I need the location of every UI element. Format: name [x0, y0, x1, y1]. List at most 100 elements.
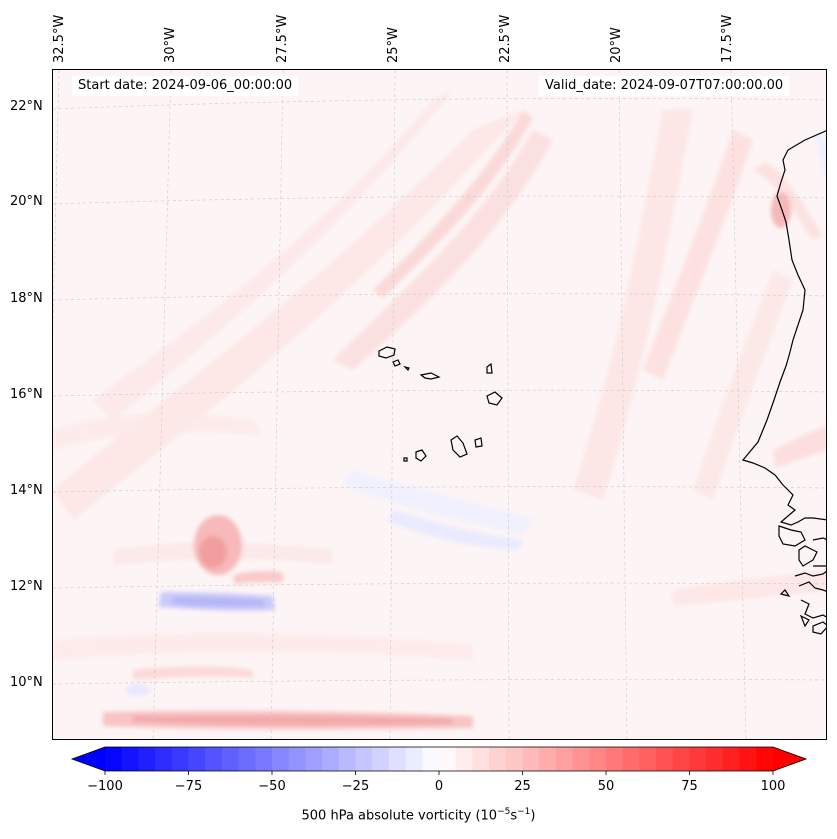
lat-label-14n: 14°N [10, 483, 43, 498]
lat-label-22n: 22°N [10, 99, 43, 114]
negative-band [813, 130, 826, 176]
positive-band [53, 633, 473, 660]
colorbar-segment [372, 747, 390, 771]
colorbar-max-extension [773, 747, 806, 771]
colorbar-segment [706, 747, 724, 771]
meridian-17-5w [730, 70, 747, 739]
island-santo-antao [378, 346, 396, 359]
colorbar-segment [221, 747, 240, 771]
positive-band [373, 110, 533, 298]
colorbar-tick-label: 0 [435, 779, 443, 794]
colorbar-segment [672, 747, 691, 771]
colorbar-segment [255, 747, 273, 771]
colorbar-tick-label: 75 [681, 779, 698, 794]
colorbar-tick-label: −75 [175, 779, 202, 794]
colorbar-segment [138, 747, 156, 771]
meridian-25w [389, 70, 396, 739]
lon-label-22-5w: 22.5°W [498, 14, 513, 63]
colorbar-segment [606, 747, 624, 771]
negative-core [173, 597, 265, 607]
negative-band [388, 510, 523, 550]
lon-label-27-5w: 27.5°W [275, 14, 290, 63]
colorbar-segment [155, 747, 173, 771]
island-sao-nicolau [419, 372, 441, 380]
african-coastline [741, 130, 826, 635]
colorbar-segment [489, 747, 507, 771]
colorbar-segment [205, 747, 223, 771]
parallel-10n [53, 679, 826, 685]
positive-band [693, 270, 793, 500]
lon-label-25w: 25°W [386, 27, 401, 63]
colorbar-segment [305, 747, 323, 771]
colorbar-segment [539, 747, 557, 771]
colorbar-segment [455, 747, 473, 771]
colorbar-label-exponent: −5 [497, 807, 511, 817]
colorbar-segment [439, 747, 457, 771]
colorbar-segment [589, 747, 607, 771]
colorbar-segment [188, 747, 206, 771]
colorbar-tick-label: 50 [598, 779, 615, 794]
positive-band [93, 90, 453, 420]
colorbar-segment [572, 747, 590, 771]
lat-label-20n: 20°N [10, 194, 43, 209]
parallel-12n [53, 582, 826, 589]
colorbar-segment [338, 747, 357, 771]
meridian-20w [618, 70, 628, 739]
colorbar-label-unit: s [510, 808, 518, 824]
lat-label-12n: 12°N [10, 579, 43, 594]
island-sao-vicente [392, 359, 401, 367]
colorbar-label: 500 hPa absolute vorticity (10−5s−1) [0, 807, 837, 823]
parallel-16n [53, 389, 826, 397]
positive-band [53, 413, 263, 450]
colorbar-label-prefix: 500 hPa absolute vorticity (10 [301, 808, 498, 824]
colorbar-segment [355, 747, 373, 771]
colorbar-segment [272, 747, 290, 771]
vorticity-map [53, 70, 826, 739]
parallel-18n [53, 293, 826, 301]
cape-verde-islands [378, 346, 503, 462]
colorbar-segment [522, 747, 540, 771]
positive-band [643, 130, 753, 380]
colorbar-min-extension [72, 747, 105, 771]
island-boa-vista [486, 391, 503, 406]
colorbar-tick-label: −50 [258, 779, 285, 794]
parallel-20n [53, 195, 826, 205]
island-brava [403, 457, 408, 462]
graticule [53, 70, 826, 739]
colorbar-segment [105, 747, 123, 771]
colorbar-tick-label: 100 [761, 779, 786, 794]
positive-band [773, 425, 826, 468]
colorbar-segment [388, 747, 407, 771]
colorbar-tick-label: −100 [87, 779, 123, 794]
negative-spot [126, 684, 150, 696]
colorbar-segment [739, 747, 757, 771]
lat-label-18n: 18°N [10, 291, 43, 306]
vorticity-features [103, 192, 791, 730]
island-sal [486, 362, 493, 374]
positive-core [199, 536, 227, 568]
colorbar-label-suffix: ) [530, 808, 536, 824]
meridian-27-5w [270, 70, 284, 739]
colorbar-segments [105, 747, 774, 771]
positive-core-south [133, 715, 453, 726]
colorbar-segment [171, 747, 190, 771]
map-panel [52, 69, 827, 740]
lon-label-17-5w: 17.5°W [720, 14, 735, 63]
colorbar-tick-label: 25 [514, 779, 531, 794]
colorbar-segment [505, 747, 524, 771]
positive-band [573, 110, 693, 500]
lat-label-10n: 10°N [10, 675, 43, 690]
island-maio [474, 437, 483, 448]
colorbar-segment [689, 747, 707, 771]
parallel-14n [53, 486, 826, 493]
island-santa-luzia [403, 365, 410, 372]
island-santiago [450, 435, 468, 458]
colorbar-segment [405, 747, 423, 771]
valid-date-label: Valid_date: 2024-09-07T07:00:00.00 [539, 76, 790, 96]
colorbar-segment [238, 747, 256, 771]
colorbar-segment [722, 747, 741, 771]
lon-label-30w: 30°W [163, 27, 178, 63]
positive-band [233, 570, 283, 584]
lat-label-16n: 16°N [10, 387, 43, 402]
colorbar-segment [472, 747, 490, 771]
